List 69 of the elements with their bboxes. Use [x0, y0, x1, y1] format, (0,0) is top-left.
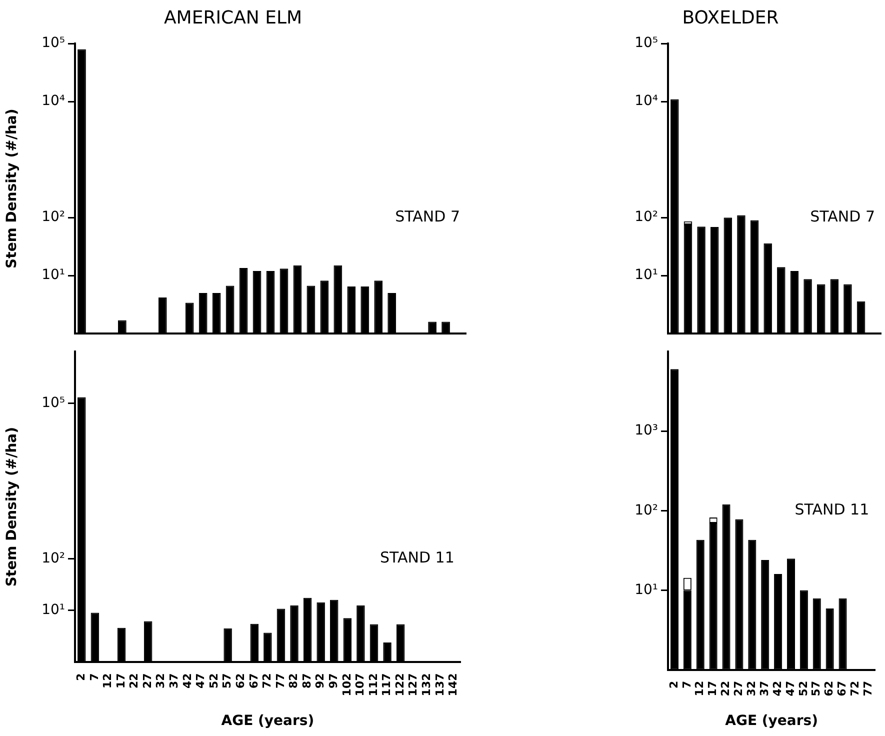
x-tick-label: 77 [862, 680, 875, 696]
x-tick-label: 92 [314, 673, 327, 689]
y-tick-label: 10² [634, 502, 658, 518]
annotation: STAND 7 [395, 207, 460, 226]
y-tick-label: 10² [634, 209, 658, 226]
x-tick-label: 67 [836, 680, 849, 696]
y-axis-title: Stem Density (#/ha) [4, 108, 20, 268]
y-tick-label: 10² [42, 550, 65, 566]
x-tick-label: 2 [74, 673, 88, 681]
x-tick-label: 62 [234, 673, 247, 689]
y-tick-label: 10⁵ [634, 35, 658, 52]
x-axis-title: AGE (years) [725, 713, 818, 730]
x-tick-label: 72 [848, 680, 862, 696]
x-tick-label: 137 [433, 673, 446, 696]
y-tick-label: 10¹ [634, 267, 658, 284]
x-tick-label: 77 [274, 673, 287, 689]
y-tick-label: 10⁴ [42, 93, 66, 110]
x-tick-label: 87 [300, 673, 314, 689]
x-tick-label: 97 [326, 673, 340, 689]
x-tick-label: 7 [88, 673, 101, 681]
y-tick-label: 10⁵ [42, 35, 65, 52]
x-tick-label: 127 [406, 673, 420, 696]
x-tick-label: 27 [140, 673, 154, 689]
x-tick-label: 62 [822, 680, 836, 696]
x-tick-label: 72 [260, 673, 274, 689]
x-tick-label: 12 [693, 680, 706, 696]
y-tick-label: 10⁴ [634, 93, 658, 110]
y-axis-title: Stem Density (#/ha) [4, 426, 20, 587]
annotation: STAND 11 [380, 548, 454, 567]
y-tick-label: 10² [42, 209, 65, 226]
x-tick-label: 57 [220, 673, 234, 689]
x-tick-label: 22 [719, 680, 732, 696]
y-tick-label: 10¹ [42, 602, 65, 618]
x-tick-label: 142 [446, 673, 460, 696]
x-tick-label: 12 [101, 673, 114, 689]
x-tick-label: 7 [680, 680, 694, 689]
x-tick-label: 42 [180, 673, 194, 689]
x-tick-label: 37 [758, 680, 771, 696]
x-tick-label: 47 [784, 680, 797, 696]
x-tick-label: 42 [770, 680, 784, 696]
x-tick-label: 52 [796, 680, 810, 696]
x-tick-label: 102 [340, 673, 354, 696]
chart-title: BOXELDER [682, 7, 779, 28]
x-axis-title: AGE (years) [221, 713, 314, 730]
annotation: STAND 7 [810, 207, 875, 226]
x-tick-label: 2 [667, 680, 680, 689]
x-tick-label: 47 [194, 673, 208, 689]
y-tick-label: 10¹ [42, 267, 65, 284]
x-tick-label: 27 [732, 680, 746, 696]
x-tick-label: 82 [287, 673, 300, 689]
chart-title: AMERICAN ELM [164, 7, 302, 28]
x-tick-label: 22 [128, 673, 141, 689]
y-tick-label: 10¹ [634, 582, 658, 598]
x-tick-label: 52 [207, 673, 220, 689]
x-tick-label: 132 [420, 673, 434, 696]
x-tick-label: 112 [366, 673, 380, 696]
y-tick-label: 10³ [634, 422, 658, 439]
x-tick-label: 107 [354, 673, 367, 696]
x-tick-label: 122 [393, 673, 406, 696]
x-tick-label: 57 [810, 680, 823, 696]
x-tick-label: 32 [745, 680, 758, 696]
x-tick-label: 32 [154, 673, 168, 689]
x-tick-label: 17 [114, 673, 128, 689]
annotation: STAND 11 [794, 500, 870, 519]
x-tick-label: 37 [168, 673, 181, 689]
x-tick-label: 17 [706, 680, 720, 696]
x-tick-label: 117 [380, 673, 394, 696]
y-tick-label: 10⁵ [42, 394, 65, 411]
x-tick-label: 67 [247, 673, 260, 689]
